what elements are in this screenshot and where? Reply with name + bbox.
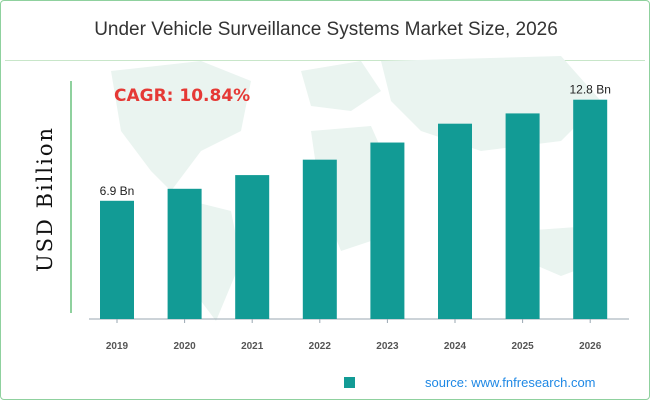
bar-2023 — [370, 142, 405, 319]
bar-2025 — [505, 113, 540, 319]
data-label-2026: 12.8 Bn — [570, 83, 611, 97]
bar-2021 — [235, 175, 270, 319]
x-tick-label: 2023 — [376, 341, 399, 352]
x-tick-label: 2019 — [106, 341, 129, 352]
bar-2019 — [100, 200, 134, 319]
x-tick-label: 2025 — [511, 341, 534, 352]
bar-2022 — [302, 159, 337, 319]
bars-group — [100, 99, 608, 320]
source-note: source: www.fnfresearch.com — [425, 375, 596, 390]
bar-2024 — [438, 123, 472, 319]
cagr-annotation: CAGR: 10.84% — [114, 86, 251, 106]
bar-2026 — [573, 99, 608, 320]
x-tick-label: 2026 — [579, 341, 602, 352]
title-divider — [5, 60, 645, 61]
data-labels-group: 6.9 Bn 12.8 Bn — [100, 83, 611, 198]
y-axis-label: USD Billion — [33, 125, 57, 273]
chart-title: Under Vehicle Surveillance Systems Marke… — [94, 19, 558, 40]
bar-2020 — [167, 188, 202, 319]
x-tick-label: 2021 — [241, 341, 264, 352]
legend: source: www.fnfresearch.com — [344, 375, 596, 390]
x-tick-label: 2022 — [309, 341, 332, 352]
data-label-2019: 6.9 Bn — [100, 184, 135, 198]
x-tick-label: 2020 — [173, 341, 196, 352]
x-tick-label: 2024 — [444, 341, 467, 352]
x-tick-labels-group: 2019 2020 2021 2022 2023 2024 2025 2026 — [106, 319, 602, 352]
legend-swatch — [344, 377, 355, 388]
